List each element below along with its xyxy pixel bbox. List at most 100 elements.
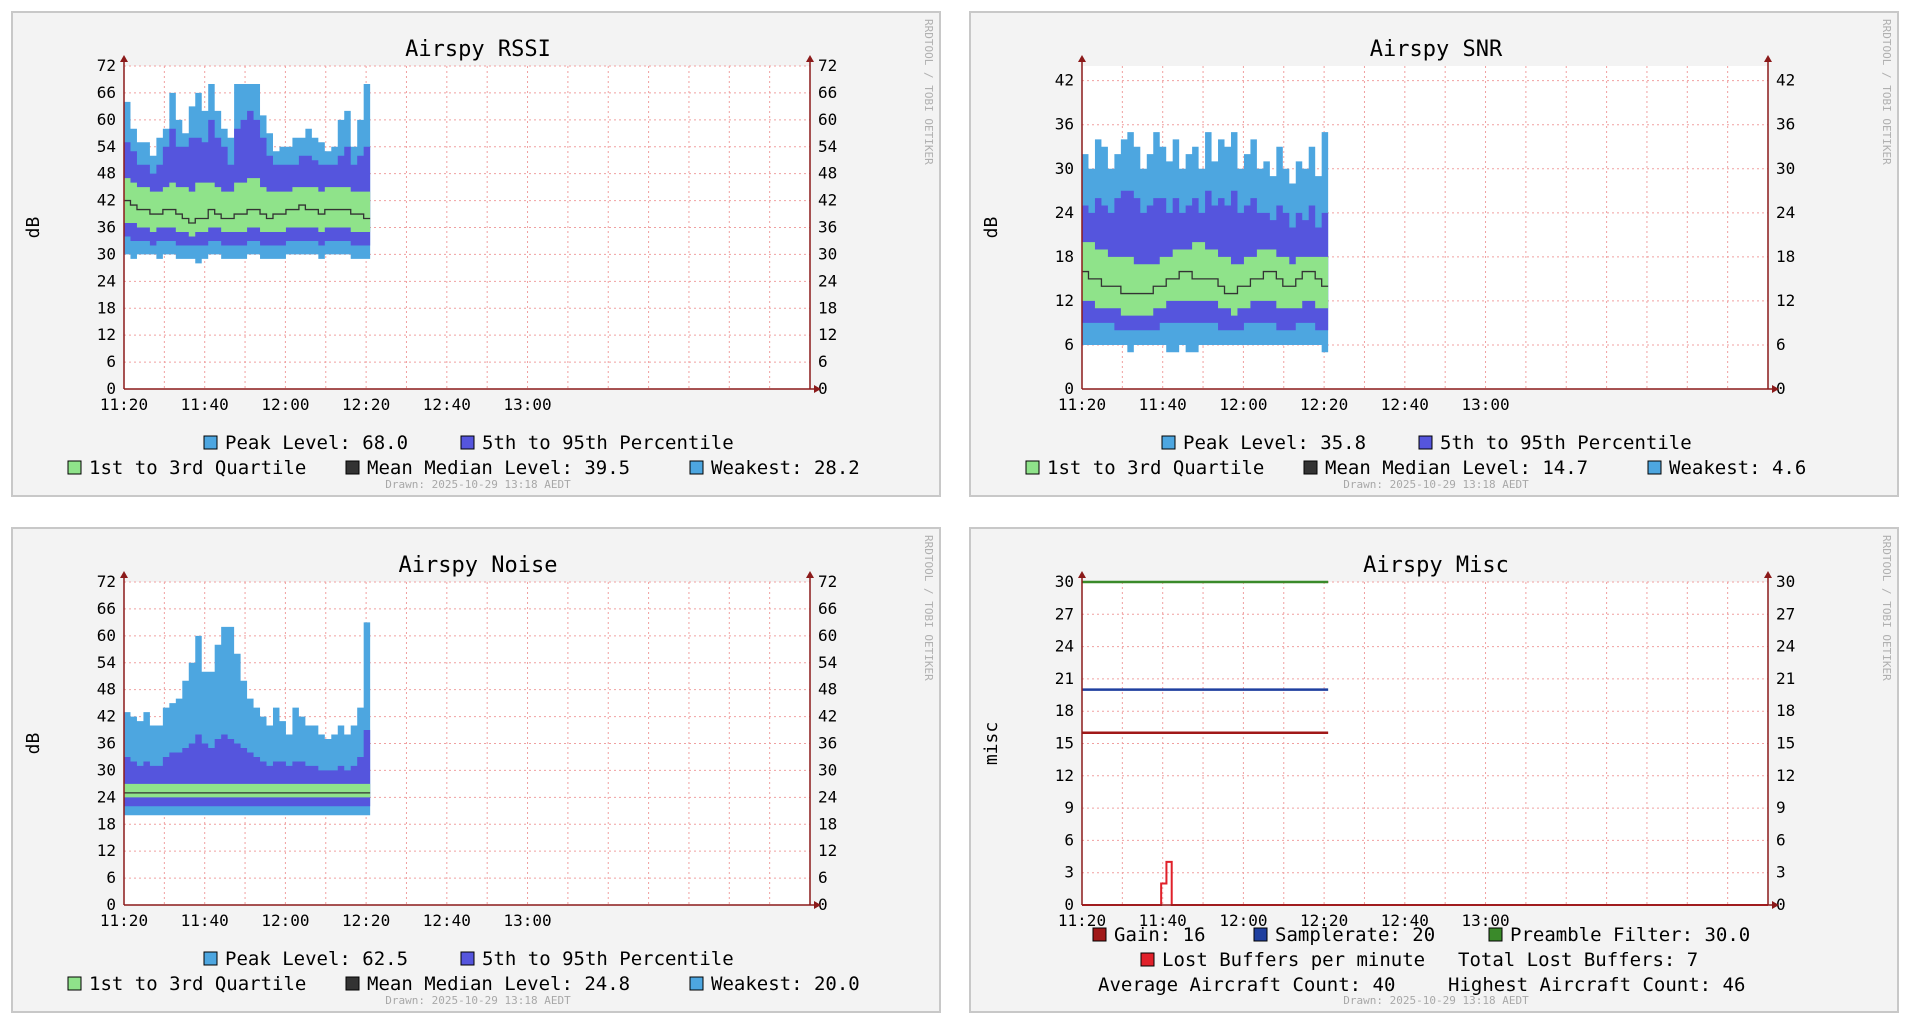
- y-tick-label-right: 30: [1776, 572, 1795, 591]
- y-tick-label-left: 24: [97, 787, 116, 806]
- y-tick-label-right: 42: [818, 191, 837, 210]
- x-tick-label: 12:00: [261, 911, 309, 930]
- y-tick-label-right: 66: [818, 599, 837, 618]
- x-tick-label: 11:20: [100, 911, 148, 930]
- y-tick-label-right: 3: [1776, 863, 1786, 882]
- y-tick-label-left: 48: [97, 680, 116, 699]
- x-tick-label: 12:00: [1219, 911, 1267, 930]
- y-tick-label-left: 27: [1055, 604, 1074, 623]
- panel-rssi: RRDTOOL / TOBI OETIKER Airspy RSSI dB 0 0 6 6…: [11, 11, 941, 497]
- y-tick-label-left: 15: [1055, 734, 1074, 753]
- legend-weakest-swatch: [1647, 460, 1662, 475]
- legend-peak: Peak Level: 62.5: [225, 948, 408, 970]
- y-axis-label: misc: [981, 722, 1002, 765]
- y-tick-label-left: 72: [97, 572, 116, 591]
- y-tick-label-right: 60: [818, 626, 837, 645]
- y-axis-arrow-right: [806, 571, 814, 578]
- x-axis-arrow: [1772, 901, 1779, 909]
- legend-peak: Peak Level: 68.0: [225, 432, 408, 454]
- y-tick-label-right: 6: [1776, 335, 1786, 354]
- y-tick-label-right: 54: [818, 137, 837, 156]
- y-tick-label-right: 6: [818, 352, 828, 371]
- legend-quartile-swatch: [67, 976, 82, 991]
- y-tick-label-right: 48: [818, 680, 837, 699]
- legend-quartile: 1st to 3rd Quartile: [1047, 457, 1264, 479]
- legend-quartile-swatch: [67, 460, 82, 475]
- y-tick-label-right: 24: [818, 787, 837, 806]
- y-tick-label-right: 24: [1776, 203, 1795, 222]
- legend-percentile: 5th to 95th Percentile: [1440, 432, 1692, 454]
- legend-median-swatch: [345, 460, 360, 475]
- x-tick-label: 11:40: [1139, 911, 1187, 930]
- drawn-timestamp: Drawn: 2025-10-29 13:18 AEDT: [385, 478, 571, 491]
- x-tick-label: 13:00: [1461, 911, 1509, 930]
- y-tick-label-right: 30: [818, 244, 837, 263]
- x-tick-label: 13:00: [503, 395, 551, 414]
- y-tick-label-left: 12: [97, 325, 116, 344]
- y-tick-label-right: 18: [1776, 247, 1795, 266]
- chart-title: Airspy RSSI: [405, 37, 551, 62]
- y-tick-label-right: 18: [818, 298, 837, 317]
- panel-misc: RRDTOOL / TOBI OETIKER Airspy Misc misc 0 0…: [969, 527, 1899, 1013]
- legend-quartile-swatch: [1025, 460, 1040, 475]
- y-tick-label-right: 9: [1776, 798, 1786, 817]
- y-tick-label-left: 24: [1055, 203, 1074, 222]
- panel-snr: RRDTOOL / TOBI OETIKER Airspy SNR dB 0 0 6 6 1…: [969, 11, 1899, 497]
- legend-median-swatch: [345, 976, 360, 991]
- average-aircraft-count: Average Aircraft Count: 40: [1098, 974, 1395, 996]
- legend-weakest: Weakest: 28.2: [711, 457, 860, 479]
- y-tick-label-left: 66: [97, 83, 116, 102]
- x-tick-label: 11:40: [181, 911, 229, 930]
- y-tick-label-right: 30: [818, 760, 837, 779]
- legend-percentile-swatch: [460, 435, 475, 450]
- y-tick-label-left: 36: [97, 734, 116, 753]
- x-tick-label: 12:00: [261, 395, 309, 414]
- y-tick-label-left: 42: [97, 191, 116, 210]
- y-tick-label-left: 66: [97, 599, 116, 618]
- y-tick-label-left: 12: [1055, 766, 1074, 785]
- y-tick-label-left: 72: [97, 56, 116, 75]
- y-tick-label-right: 54: [818, 653, 837, 672]
- highest-aircraft-count: Highest Aircraft Count: 46: [1448, 974, 1745, 996]
- chart-title: Airspy Noise: [399, 553, 558, 578]
- y-tick-label-right: 66: [818, 83, 837, 102]
- y-tick-label-left: 42: [1055, 71, 1074, 90]
- legend-peak-swatch: [203, 435, 218, 450]
- x-tick-label: 11:20: [1058, 911, 1106, 930]
- y-tick-label-right: 60: [818, 110, 837, 129]
- x-tick-label: 12:20: [1300, 911, 1348, 930]
- y-tick-label-right: 12: [1776, 291, 1795, 310]
- legend-median: Mean Median Level: 24.8: [367, 973, 630, 995]
- y-tick-label-right: 42: [1776, 71, 1795, 90]
- legend-median: Mean Median Level: 39.5: [367, 457, 630, 479]
- quartile-band: [124, 178, 371, 237]
- y-tick-label-right: 15: [1776, 734, 1795, 753]
- legend-weakest-swatch: [689, 976, 704, 991]
- legend-preamble: Preamble Filter: 30.0: [1510, 924, 1750, 946]
- legend-quartile: 1st to 3rd Quartile: [89, 457, 306, 479]
- legend-weakest: Weakest: 20.0: [711, 973, 860, 995]
- y-tick-label-left: 0: [1064, 895, 1074, 914]
- legend-peak-swatch: [203, 951, 218, 966]
- y-axis-arrow-left: [120, 571, 128, 578]
- y-axis-label: dB: [23, 733, 44, 755]
- y-tick-label-left: 6: [106, 868, 116, 887]
- y-tick-label-right: 18: [818, 814, 837, 833]
- y-tick-label-left: 30: [1055, 159, 1074, 178]
- y-tick-label-right: 12: [818, 841, 837, 860]
- legend-median-swatch: [1303, 460, 1318, 475]
- y-tick-label-left: 21: [1055, 669, 1074, 688]
- legend-peak: Peak Level: 35.8: [1183, 432, 1366, 454]
- y-tick-label-left: 36: [97, 218, 116, 237]
- median-line: [1082, 270, 1329, 295]
- y-tick-label-left: 42: [97, 707, 116, 726]
- legend-percentile: 5th to 95th Percentile: [482, 948, 734, 970]
- y-tick-label-left: 48: [97, 164, 116, 183]
- chart-title: Airspy Misc: [1363, 553, 1509, 578]
- x-tick-label: 11:40: [181, 395, 229, 414]
- legend-weakest-swatch: [689, 460, 704, 475]
- median-line: [124, 199, 371, 224]
- y-tick-label-right: 21: [1776, 669, 1795, 688]
- y-tick-label-left: 60: [97, 626, 116, 645]
- x-axis-arrow: [1772, 385, 1779, 393]
